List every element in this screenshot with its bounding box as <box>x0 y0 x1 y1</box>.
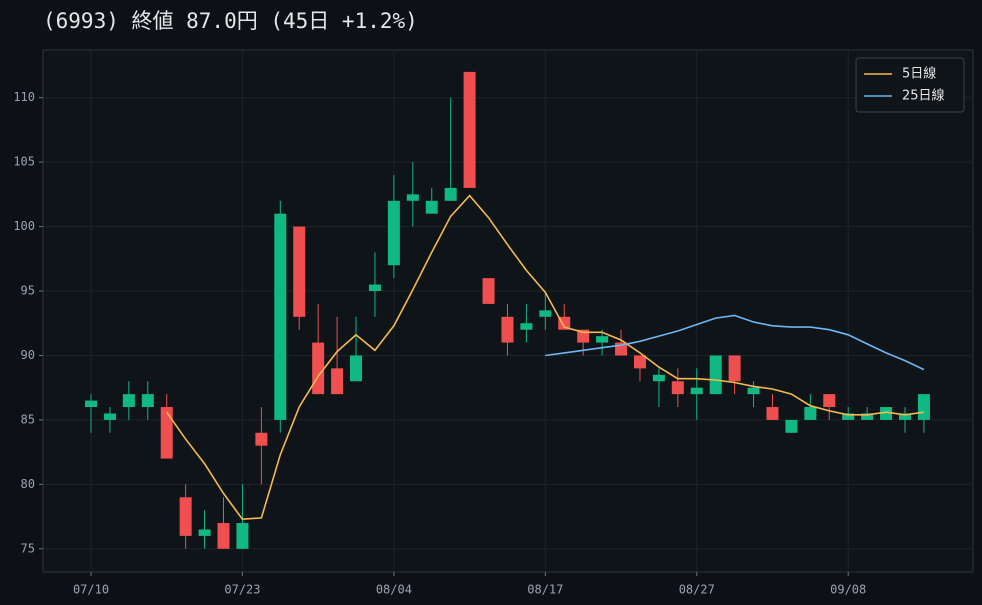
candle-body <box>274 213 287 420</box>
ma-line <box>166 194 925 521</box>
candle-body <box>804 407 817 420</box>
candle-body <box>596 336 609 343</box>
candle-body <box>198 529 211 536</box>
legend-box <box>855 57 965 113</box>
y-tick-label: 90 <box>21 348 35 362</box>
candle-body <box>255 432 268 446</box>
candle-body <box>312 342 325 395</box>
ma-line <box>545 314 925 371</box>
candle-body <box>425 200 438 214</box>
candle-body <box>823 394 836 408</box>
candle-body <box>179 497 192 536</box>
candle-body <box>331 368 344 395</box>
y-tick-label: 80 <box>21 477 35 491</box>
legend-label: 5日線 <box>902 66 936 82</box>
candle-body <box>103 413 116 420</box>
candle-body <box>444 187 457 201</box>
candle-body <box>387 200 400 266</box>
candle-body <box>501 316 514 343</box>
x-tick-label: 08/17 <box>527 583 563 597</box>
candle-body <box>482 278 495 304</box>
candle-body <box>633 355 646 369</box>
candle-body <box>917 394 930 420</box>
candle-body <box>842 413 855 420</box>
candle-body <box>880 407 893 420</box>
candle-body <box>652 374 665 382</box>
candle-body <box>671 381 684 395</box>
candle-body <box>747 387 760 395</box>
candle-body <box>690 387 703 395</box>
chart-title: (6993) 終値 87.0円 (45日 +1.2%) <box>43 9 418 33</box>
candle-body <box>898 413 911 420</box>
candle-body <box>463 71 476 188</box>
plot-area <box>42 49 974 573</box>
legend-label: 25日線 <box>902 88 945 104</box>
candle-body <box>217 523 230 549</box>
y-tick-label: 75 <box>21 541 35 555</box>
candle-body <box>141 394 154 408</box>
x-tick-label: 08/04 <box>376 583 412 597</box>
candle-body <box>785 419 798 433</box>
candle-body <box>728 355 741 382</box>
candle-body <box>122 394 135 408</box>
candle-body <box>406 194 419 201</box>
candle-body <box>539 310 552 317</box>
candle-body <box>85 400 97 408</box>
y-tick-label: 105 <box>13 155 35 169</box>
candle-body <box>236 523 249 549</box>
y-tick-label: 110 <box>13 90 35 104</box>
candle-body <box>766 407 779 420</box>
candle-body <box>160 407 173 459</box>
y-tick-label: 85 <box>21 412 35 426</box>
x-tick-label: 07/10 <box>73 583 109 597</box>
candle-body <box>368 284 381 292</box>
x-tick-label: 07/23 <box>224 583 260 597</box>
candle-body <box>520 323 533 330</box>
y-tick-label: 95 <box>21 284 35 298</box>
y-tick-label: 100 <box>13 219 35 233</box>
candle-body <box>350 355 363 382</box>
x-tick-label: 08/27 <box>679 583 715 597</box>
candle-body <box>293 226 306 317</box>
candle-body <box>709 355 722 395</box>
candle-body <box>861 413 874 420</box>
x-tick-label: 09/08 <box>830 583 866 597</box>
